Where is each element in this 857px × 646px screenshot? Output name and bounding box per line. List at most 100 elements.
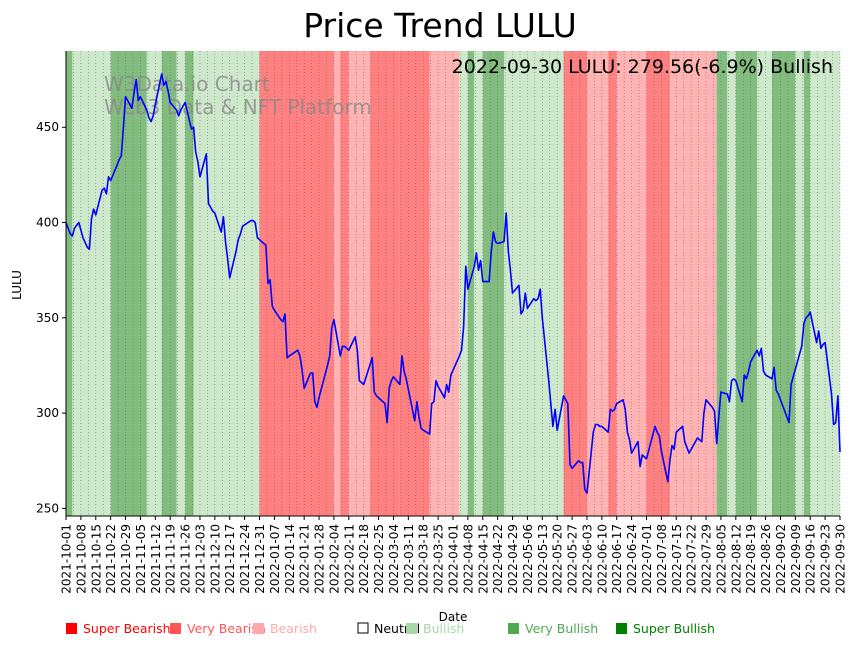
x-tick-label: 2022-07-01 [640,524,654,594]
x-tick-label: 2022-03-04 [387,524,401,594]
regime-band-very-bearish [608,51,617,516]
regime-band-very-bearish [370,51,400,516]
legend-label-bullish: Bullish [423,621,464,636]
y-tick-label: 350 [36,311,59,325]
x-tick-label: 2021-10-08 [74,524,88,594]
x-tick-label: 2022-09-30 [834,524,848,594]
price-line [65,73,841,494]
x-tick-label: 2022-07-29 [700,524,714,594]
y-tick-label: 250 [36,501,59,515]
watermark-line-2: Web3 Data & NFT Platform [104,95,372,119]
x-tick-label: 2022-06-10 [595,524,609,594]
regime-band-bearish [348,51,371,516]
regime-band-bullish [193,51,260,516]
x-tick-label: 2022-05-20 [551,524,565,594]
x-tick-label: 2022-04-15 [476,524,490,594]
x-tick-label: 2022-02-11 [342,524,356,594]
x-tick-label: 2021-12-10 [208,524,222,594]
regime-band-very-bullish [716,51,728,516]
x-tick-label: 2022-05-13 [536,524,550,594]
x-tick-label: 2022-01-28 [313,524,327,594]
regime-band-very-bullish [185,51,194,516]
regime-band-very-bearish [646,51,670,516]
legend-label-super-bearish: Super Bearish [83,621,171,636]
x-tick-label: 2022-08-19 [744,524,758,594]
regime-band-very-bearish [399,51,430,516]
legend: Super Bearish Very Bearish Bearish Neutral B… [66,621,715,636]
x-tick-label: 2021-10-01 [60,524,74,594]
regime-band-bullish [757,51,772,516]
x-tick-label: 2022-07-08 [655,524,669,594]
y-tick-label: 300 [36,406,59,420]
legend-swatch-super-bearish [66,623,77,634]
regime-band-very-bearish [563,51,587,516]
regime-band-bearish [669,51,717,516]
x-tick-label: 2022-02-18 [357,524,371,594]
regime-band-bullish [504,51,564,516]
legend-swatch-very-bearish [170,623,181,634]
x-tick-label: 2022-08-26 [759,524,773,594]
legend-label-bearish: Bearish [270,621,317,636]
x-tick-label: 2022-09-23 [819,524,833,594]
regime-band-bearish [333,51,341,516]
x-tick-label: 2021-10-22 [104,524,118,594]
x-tick-label: 2022-09-16 [804,524,818,594]
x-tick-label: 2021-12-03 [194,524,208,594]
legend-label-super-bullish: Super Bullish [633,621,715,636]
y-tick-label: 400 [36,216,59,230]
chart-title: Price Trend LULU [303,6,577,45]
legend-label-very-bearish: Very Bearish [187,621,266,636]
x-tick-label: 2022-04-29 [506,524,520,594]
x-tick-label: 2022-01-07 [268,524,282,594]
regime-band-very-bullish [735,51,758,516]
x-tick-label: 2021-11-05 [134,524,148,594]
x-axis-label: Date [439,610,468,624]
x-tick-label: 2022-04-01 [447,524,461,594]
x-tick-label: 2022-04-08 [461,524,475,594]
x-tick-label: 2022-06-17 [610,524,624,594]
regime-band-very-bearish [340,51,349,516]
x-tick-label: 2022-06-24 [625,524,639,594]
legend-swatch-bullish [406,623,417,634]
y-axis-label: LULU [10,270,24,300]
legend-swatch-super-bullish [616,623,627,634]
x-tick-label: 2022-03-18 [417,524,431,594]
x-tick-label: 2022-06-03 [581,524,595,594]
x-tick-label: 2021-10-15 [89,524,103,594]
regime-band-bullish [459,51,468,516]
regime-band-very-bullish [161,51,177,516]
legend-swatch-very-bullish [508,623,519,634]
x-tick-label: 2022-09-09 [789,524,803,594]
x-tick-label: 2022-07-22 [685,524,699,594]
y-tick-label: 450 [36,120,59,134]
regime-band-bullish [795,51,804,516]
regime-band-bearish [586,51,609,516]
regime-band-bearish [429,51,460,516]
x-tick-label: 2022-08-05 [714,524,728,594]
y-axis-ticks: 250 300 350 400 450 [36,120,66,515]
regime-band-very-bullish [66,51,73,516]
x-axis-ticks: 2021-10-01 2021-10-08 2021-10-15 2021-10-22… [60,516,848,594]
x-tick-label: 2021-12-31 [253,524,267,594]
x-tick-label: 2022-02-25 [372,524,386,594]
x-tick-label: 2021-11-19 [164,524,178,594]
regime-band-bullish [72,51,111,516]
x-tick-label: 2022-01-14 [283,524,297,594]
x-tick-label: 2022-07-15 [670,524,684,594]
x-tick-label: 2022-02-04 [327,524,341,594]
legend-swatch-neutral [357,622,369,634]
regime-band-very-bullish [803,51,811,516]
x-tick-label: 2021-11-12 [149,524,163,594]
x-tick-label: 2022-03-11 [402,524,416,594]
x-tick-label: 2022-04-22 [491,524,505,594]
regime-band-bullish [146,51,162,516]
regime-band-very-bullish [110,51,147,516]
chart-annotation: 2022-09-30 LULU: 279.56(-6.9%) Bullish [452,56,833,78]
x-tick-label: 2022-05-06 [521,524,535,594]
regime-band-very-bullish [482,51,505,516]
x-tick-label: 2021-12-24 [238,524,252,594]
x-tick-label: 2021-12-17 [223,524,237,594]
watermark-line-1: W3Data.io Chart [104,72,270,96]
regime-band-very-bullish [771,51,796,516]
